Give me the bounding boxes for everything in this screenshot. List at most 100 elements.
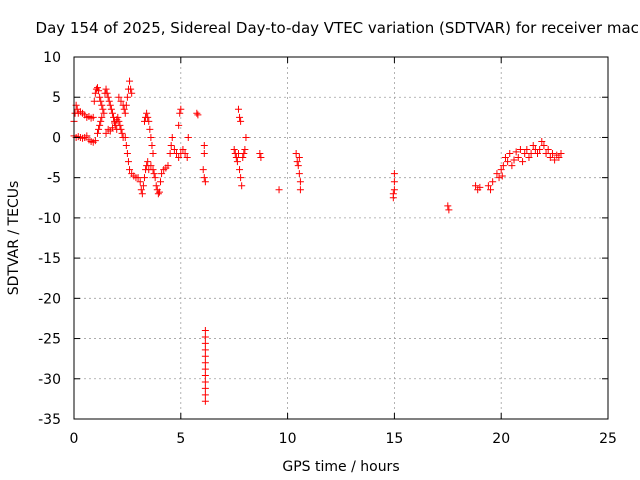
data-point (241, 146, 249, 154)
data-point (296, 178, 304, 186)
data-point (148, 141, 156, 149)
data-point (183, 154, 191, 162)
data-point (138, 190, 146, 198)
data-point (95, 125, 103, 133)
data-point (233, 158, 241, 166)
data-point (100, 109, 108, 117)
data-point (501, 154, 509, 162)
data-point (295, 154, 303, 162)
data-point (201, 178, 209, 186)
data-point (389, 194, 397, 202)
data-point (139, 182, 147, 190)
data-point (514, 154, 522, 162)
data-point (83, 132, 91, 140)
data-point (166, 150, 174, 158)
data-point (527, 150, 535, 158)
data-point (149, 166, 157, 174)
data-point (97, 117, 105, 125)
data-point (93, 129, 101, 137)
y-tick-label: -10 (38, 211, 61, 227)
data-point (521, 150, 529, 158)
data-point (234, 105, 242, 113)
data-point (523, 146, 531, 154)
data-point (390, 186, 398, 194)
data-point (201, 339, 209, 347)
data-point (104, 93, 112, 101)
data-point (154, 190, 162, 198)
data-point (98, 101, 106, 109)
data-point (105, 97, 113, 105)
data-point (237, 174, 245, 182)
data-point (123, 150, 131, 158)
data-point (147, 162, 155, 170)
data-point (98, 113, 106, 121)
data-point (498, 172, 506, 180)
data-point (292, 150, 300, 158)
data-points (70, 77, 565, 405)
data-point (256, 150, 264, 158)
data-point (155, 188, 163, 196)
data-point (230, 146, 238, 154)
data-point (201, 391, 209, 399)
data-point (177, 105, 185, 113)
data-point (181, 150, 189, 158)
y-tick-label: -30 (38, 372, 61, 388)
data-point (497, 166, 505, 174)
data-point (444, 202, 452, 210)
data-point (536, 146, 544, 154)
data-point (200, 174, 208, 182)
data-point (238, 182, 246, 190)
data-point (126, 166, 134, 174)
data-point (108, 124, 116, 132)
data-point (137, 186, 145, 194)
data-point (200, 141, 208, 149)
data-point (121, 109, 129, 117)
data-point (97, 97, 105, 105)
data-point (123, 93, 131, 101)
data-point (93, 84, 101, 92)
data-point (140, 174, 148, 182)
data-point (179, 146, 187, 154)
data-point (529, 141, 537, 149)
y-tick-label: -35 (38, 412, 61, 428)
data-point (91, 137, 99, 145)
data-point (557, 150, 565, 158)
data-point (126, 77, 134, 85)
data-point (136, 178, 144, 186)
y-tick-label: -25 (38, 332, 61, 348)
data-point (194, 111, 202, 119)
data-point (495, 174, 503, 182)
data-point (106, 101, 114, 109)
data-point (103, 89, 111, 97)
data-point (149, 150, 157, 158)
data-point (150, 170, 158, 178)
x-tick-label: 0 (70, 431, 79, 447)
data-point (124, 158, 132, 166)
data-point (257, 154, 265, 162)
data-point (99, 105, 107, 113)
data-point (512, 148, 520, 156)
data-point (144, 158, 152, 166)
data-point (175, 121, 183, 129)
data-point (96, 121, 104, 129)
data-point (118, 129, 126, 137)
y-tick-label: 10 (43, 50, 61, 66)
data-point (493, 170, 501, 178)
data-point (199, 166, 207, 174)
data-point (116, 121, 124, 129)
data-point (115, 117, 123, 125)
data-point (164, 162, 172, 170)
data-point (201, 333, 209, 341)
data-point (128, 89, 136, 97)
data-point (201, 346, 209, 354)
data-point (534, 150, 542, 158)
data-point (295, 170, 303, 178)
data-point (551, 156, 559, 164)
data-point (121, 133, 129, 141)
data-point (487, 186, 495, 194)
data-point (117, 97, 125, 105)
data-point (147, 133, 155, 141)
data-point (122, 141, 130, 149)
data-point (120, 105, 128, 113)
y-tick-label: 5 (52, 90, 61, 106)
